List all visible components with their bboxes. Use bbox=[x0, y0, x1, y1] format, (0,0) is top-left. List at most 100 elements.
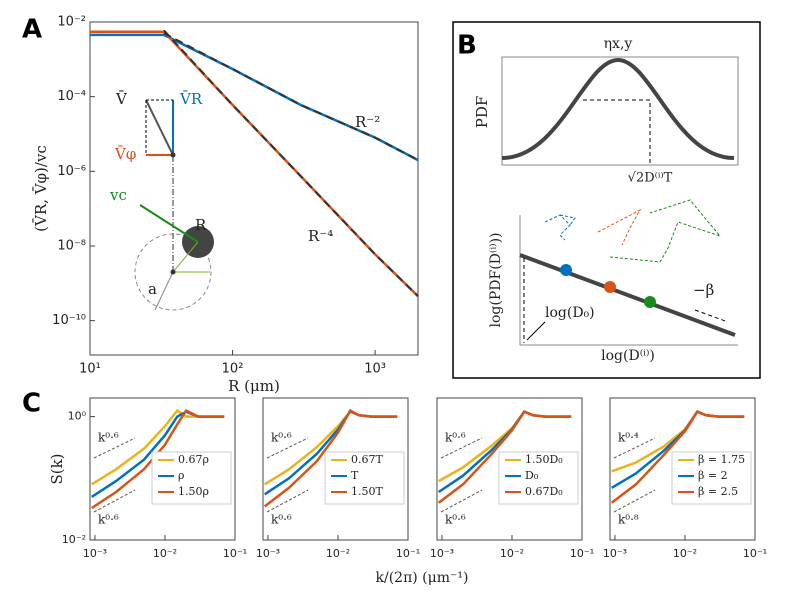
vc-arrow bbox=[139, 204, 199, 243]
y-tick-label: 10⁻¹⁰ bbox=[52, 313, 86, 328]
point bbox=[644, 296, 656, 308]
x-tick-label: 10⁻² bbox=[326, 547, 350, 560]
plot-box bbox=[436, 397, 583, 541]
legend-label: ρ bbox=[178, 469, 184, 482]
plot-box bbox=[89, 21, 419, 356]
angle bbox=[172, 241, 199, 273]
annotation: log(D₀) bbox=[545, 305, 595, 321]
annotation: R⁻² bbox=[355, 113, 380, 131]
annotation: k⁰·⁴ bbox=[618, 431, 639, 445]
guide bbox=[440, 489, 483, 513]
point bbox=[604, 281, 616, 293]
panel-label: C bbox=[22, 389, 41, 419]
y-tick-label: 10⁰ bbox=[68, 410, 87, 423]
annotation: V̄φ bbox=[114, 145, 136, 163]
guide bbox=[93, 489, 136, 513]
y-axis-label: (V̄R, V̄φ)/vc bbox=[32, 145, 50, 232]
legend-label: 1.50D₀ bbox=[525, 453, 563, 466]
line bbox=[163, 29, 419, 297]
annotation: k⁰·⁶ bbox=[445, 431, 466, 445]
frame bbox=[452, 21, 761, 379]
annotation: −β bbox=[693, 281, 714, 299]
annotation: k⁰·⁶ bbox=[445, 513, 466, 527]
annotation: R bbox=[195, 216, 207, 234]
trajectory bbox=[597, 208, 642, 246]
y-label: log(PDF(D⁽ⁱ⁾)) bbox=[488, 233, 504, 328]
trajectory bbox=[544, 214, 576, 241]
power-law bbox=[519, 253, 736, 337]
x-tick-label: 10⁻³ bbox=[256, 547, 280, 560]
title: ηx,y bbox=[604, 36, 633, 52]
x-tick-label: 10⁻¹ bbox=[570, 547, 594, 560]
guide bbox=[93, 437, 136, 459]
x-axis-label: R (μm) bbox=[228, 377, 280, 395]
line bbox=[90, 30, 419, 298]
y-tick-label: 10⁻⁴ bbox=[57, 89, 86, 104]
arrow bbox=[526, 321, 546, 341]
legend-label: D₀ bbox=[525, 469, 539, 482]
x-tick-label: 10¹ bbox=[79, 362, 101, 377]
gaussian bbox=[501, 57, 735, 160]
panel-label: A bbox=[22, 15, 42, 45]
plot-box bbox=[609, 397, 756, 541]
y-tick-label: 10⁻² bbox=[62, 533, 86, 546]
plot-box bbox=[262, 397, 409, 541]
legend-label: 0.67D₀ bbox=[525, 485, 563, 498]
line bbox=[437, 410, 572, 504]
x-label: log(D⁽ⁱ⁾) bbox=[601, 348, 655, 364]
line bbox=[91, 408, 225, 510]
guide bbox=[694, 309, 729, 323]
line bbox=[263, 408, 398, 508]
legend-label: 0.67ρ bbox=[178, 453, 209, 466]
legend-label: 1.50ρ bbox=[178, 485, 209, 498]
guide bbox=[440, 437, 483, 459]
legend-label: β = 1.75 bbox=[698, 453, 745, 466]
y-label: PDF bbox=[473, 96, 491, 129]
x-tick-label: 10⁻¹ bbox=[743, 547, 767, 560]
legend-label: 0.67T bbox=[351, 453, 383, 466]
x-tick-label: 10² bbox=[222, 362, 244, 377]
x-label: √2D⁽ⁱ⁾T bbox=[628, 171, 673, 186]
x-tick-label: 10⁻¹ bbox=[396, 547, 420, 560]
plot-box bbox=[501, 56, 739, 166]
guide bbox=[613, 489, 656, 513]
y-tick-label: 10⁻² bbox=[57, 15, 86, 30]
annotation: V̄R bbox=[179, 90, 203, 108]
guide bbox=[583, 99, 651, 165]
legend-label: β = 2.5 bbox=[698, 485, 738, 498]
guide bbox=[266, 437, 309, 459]
x-tick-label: 10³ bbox=[364, 362, 386, 377]
y-tick-label: 10⁻⁸ bbox=[57, 238, 86, 253]
trajectory bbox=[609, 199, 722, 263]
radius-a bbox=[154, 271, 174, 311]
dot bbox=[170, 269, 176, 275]
legend-label: 1.50T bbox=[351, 485, 383, 498]
panel-label: B bbox=[457, 31, 477, 61]
x-tick-label: 10⁻² bbox=[153, 547, 177, 560]
line bbox=[163, 32, 419, 161]
point bbox=[560, 264, 572, 276]
plot-box bbox=[89, 397, 236, 541]
legend-label: T bbox=[351, 469, 359, 482]
x-tick-label: 10⁻³ bbox=[430, 547, 454, 560]
dot bbox=[170, 152, 176, 158]
annotation: k⁰·⁶ bbox=[271, 513, 292, 527]
x-tick-label: 10⁻² bbox=[673, 547, 697, 560]
legend-label: β = 2 bbox=[698, 469, 728, 482]
annotation: k⁰·⁶ bbox=[98, 513, 119, 527]
line bbox=[610, 410, 745, 504]
guide bbox=[145, 99, 173, 155]
x-tick-label: 10⁻² bbox=[500, 547, 524, 560]
panel-b: ηx,y PDF √2D⁽ⁱ⁾T log(PDF(D⁽ⁱ⁾)) log(D⁽ⁱ⁾… bbox=[452, 21, 761, 379]
annotation: k⁰·⁸ bbox=[618, 513, 639, 527]
x-tick-label: 10⁻³ bbox=[83, 547, 107, 560]
v-arrow bbox=[145, 99, 174, 156]
guide bbox=[613, 437, 656, 459]
y-axis-label: S(k) bbox=[48, 453, 66, 484]
annotation: R⁻⁴ bbox=[308, 227, 333, 245]
legend-box bbox=[671, 451, 752, 505]
x-tick-label: 10⁻³ bbox=[603, 547, 627, 560]
axes bbox=[519, 215, 738, 346]
guide bbox=[266, 489, 309, 513]
